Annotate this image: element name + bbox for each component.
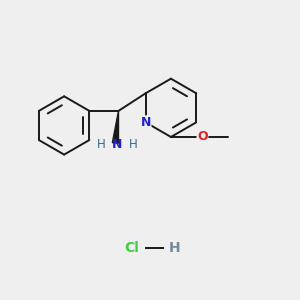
Text: N: N <box>112 138 122 151</box>
Polygon shape <box>112 111 118 143</box>
Text: H: H <box>97 138 106 151</box>
Text: Cl: Cl <box>124 241 139 255</box>
Text: N: N <box>140 116 151 129</box>
Text: H: H <box>169 241 180 255</box>
Text: H: H <box>129 138 138 151</box>
Text: O: O <box>197 130 208 143</box>
